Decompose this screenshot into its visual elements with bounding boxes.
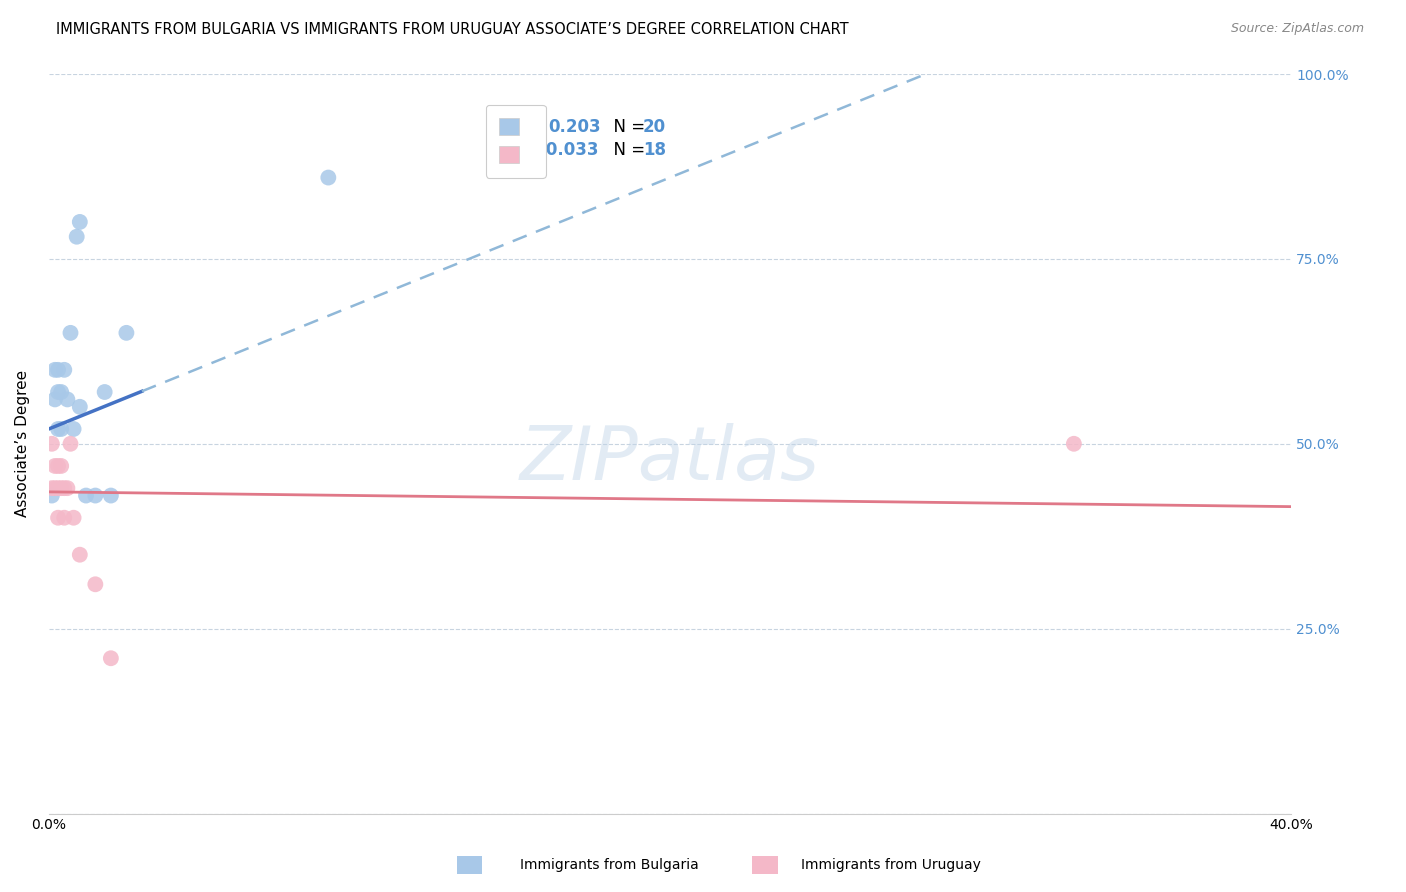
Point <box>46 363 69 377</box>
Point <box>46 458 69 473</box>
Point <box>44 458 66 473</box>
Point <box>46 384 69 399</box>
Point <box>41 437 63 451</box>
Point <box>51 458 73 473</box>
Point <box>41 481 63 495</box>
Point <box>1063 437 1085 451</box>
Text: 18: 18 <box>643 141 665 159</box>
Text: 0.203: 0.203 <box>548 119 600 136</box>
Text: N =: N = <box>603 119 651 136</box>
Text: Immigrants from Uruguay: Immigrants from Uruguay <box>801 858 981 872</box>
Point <box>44 481 66 495</box>
Point <box>84 577 107 591</box>
Point <box>59 326 82 340</box>
Point <box>51 384 73 399</box>
Text: ZIPatlas: ZIPatlas <box>520 423 820 494</box>
Text: Source: ZipAtlas.com: Source: ZipAtlas.com <box>1230 22 1364 36</box>
Point <box>318 170 340 185</box>
Point <box>62 510 84 524</box>
Text: N =: N = <box>603 141 655 159</box>
Point <box>100 651 122 665</box>
Text: Immigrants from Bulgaria: Immigrants from Bulgaria <box>520 858 699 872</box>
Text: IMMIGRANTS FROM BULGARIA VS IMMIGRANTS FROM URUGUAY ASSOCIATE’S DEGREE CORRELATI: IMMIGRANTS FROM BULGARIA VS IMMIGRANTS F… <box>56 22 849 37</box>
Point <box>41 489 63 503</box>
Point <box>44 392 66 407</box>
Point <box>51 422 73 436</box>
Point <box>115 326 138 340</box>
Point <box>62 422 84 436</box>
Point <box>93 384 115 399</box>
Point <box>100 489 122 503</box>
Point <box>53 510 76 524</box>
Point <box>56 481 79 495</box>
Text: R =: R = <box>502 141 538 159</box>
Point <box>46 422 69 436</box>
Point <box>53 481 76 495</box>
Point <box>69 215 91 229</box>
Point <box>51 481 73 495</box>
Y-axis label: Associate’s Degree: Associate’s Degree <box>15 370 30 517</box>
Point <box>69 548 91 562</box>
Text: R =: R = <box>502 119 544 136</box>
Point <box>75 489 97 503</box>
Point <box>69 400 91 414</box>
Point <box>53 363 76 377</box>
Text: -0.033: -0.033 <box>540 141 599 159</box>
Point <box>59 437 82 451</box>
Point <box>84 489 107 503</box>
Legend: , : , <box>486 104 546 178</box>
Point <box>46 481 69 495</box>
Point <box>44 363 66 377</box>
Point <box>66 229 89 244</box>
Point <box>46 510 69 524</box>
Text: 20: 20 <box>643 119 666 136</box>
Point <box>56 392 79 407</box>
